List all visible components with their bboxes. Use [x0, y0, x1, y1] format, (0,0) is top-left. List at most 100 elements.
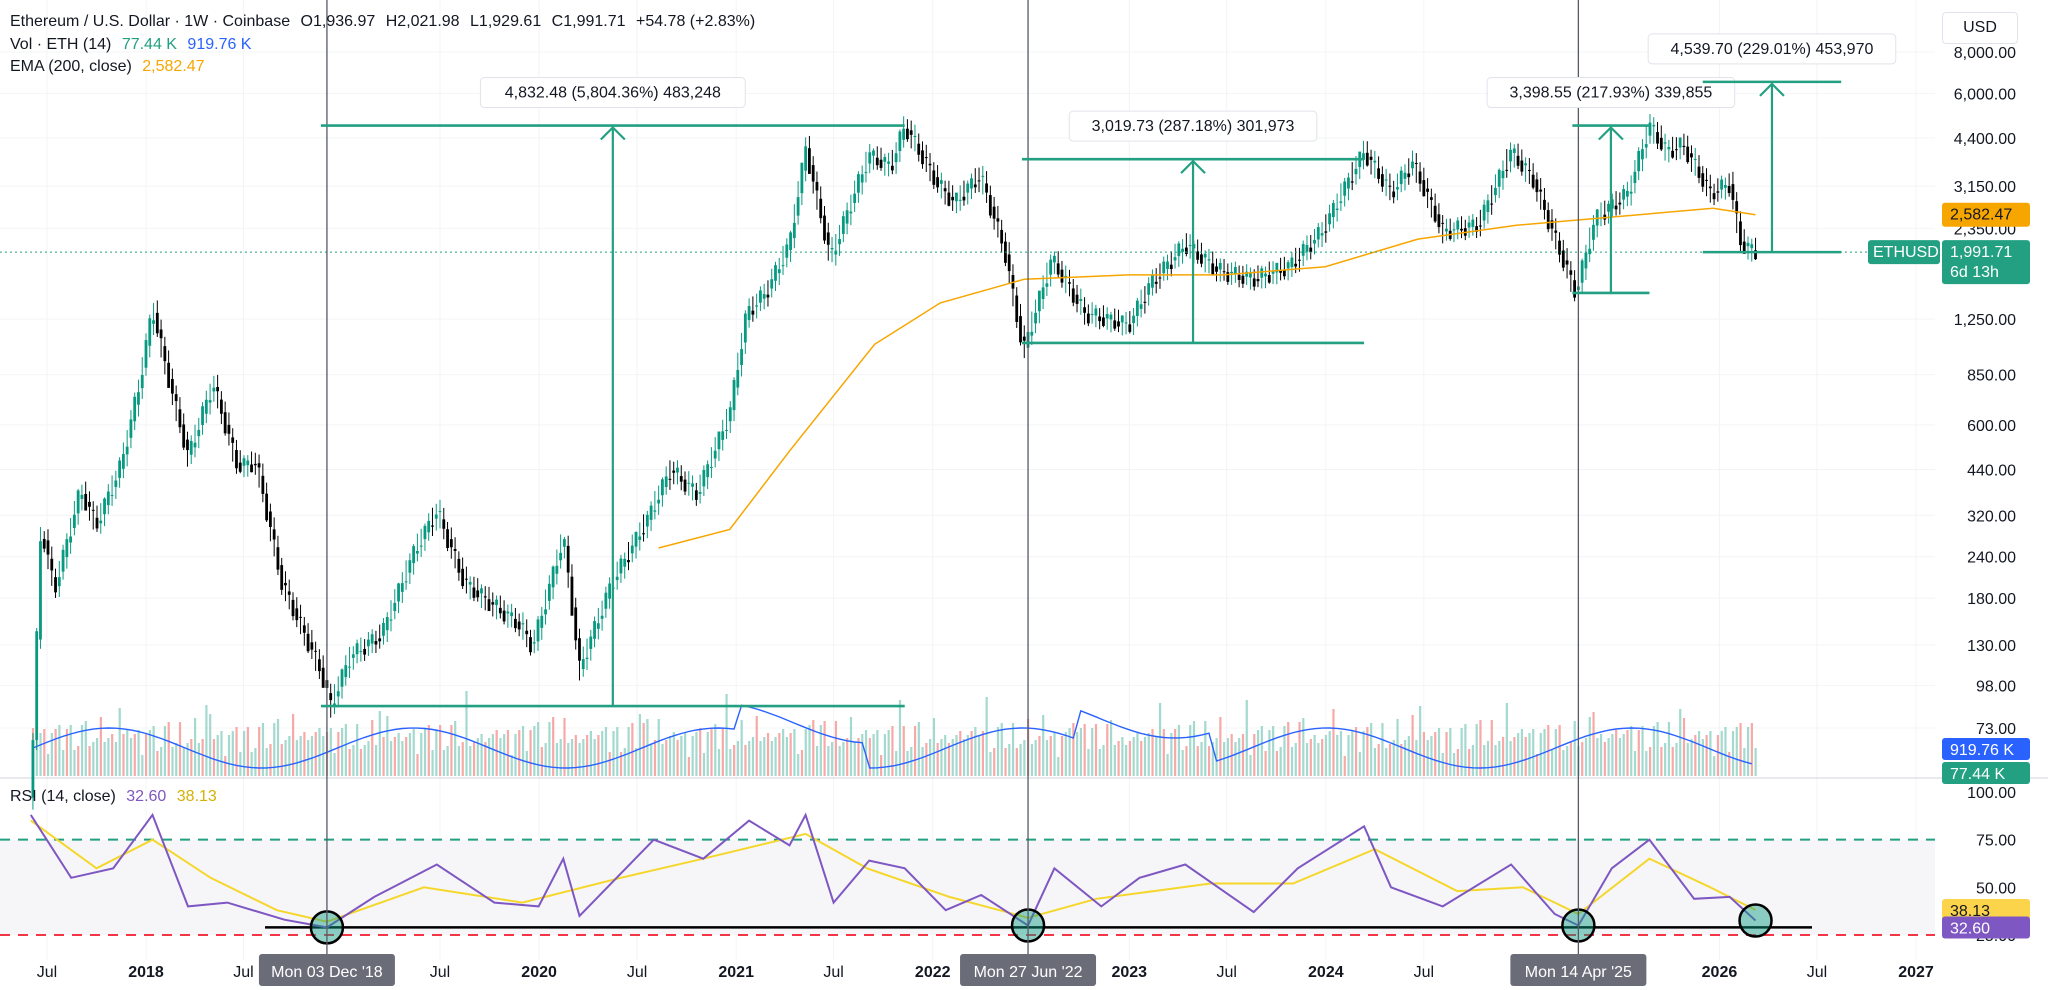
volume-price-label-box: [1942, 762, 2030, 784]
volume-bar: [684, 732, 687, 776]
candle-body: [570, 576, 574, 616]
volume-bar: [808, 725, 811, 776]
volume-bar: [427, 725, 430, 776]
volume-bar: [1132, 737, 1135, 776]
candle-body: [1184, 247, 1188, 254]
candle-body: [774, 265, 777, 281]
volume-bar: [1030, 744, 1034, 776]
candle-body: [238, 462, 242, 472]
volume-bar: [450, 725, 453, 776]
volume-bar: [883, 734, 887, 776]
candle-body: [958, 199, 962, 201]
ema-legend[interactable]: EMA (200, close) 2,582.47: [10, 58, 211, 76]
volume-bar: [160, 747, 163, 776]
measure-tool: 4,539.70 (229.01%) 453,970: [1647, 33, 1897, 254]
candle-body: [1328, 213, 1331, 225]
candle-body: [359, 651, 363, 653]
candle-body: [1429, 197, 1433, 200]
volume-bar: [50, 733, 53, 776]
volume-bar: [1679, 709, 1682, 776]
symbol-legend[interactable]: Ethereum / U.S. Dollar · 1W · Coinbase O…: [10, 13, 761, 31]
volume-bar: [838, 746, 841, 776]
volume-bar: [1415, 740, 1418, 776]
volume-bar: [1724, 727, 1727, 776]
volume-bar: [944, 735, 947, 776]
candle-body: [1731, 184, 1735, 200]
volume-bar: [401, 741, 404, 776]
volume-bar: [77, 746, 80, 776]
rsi-value: 32.60: [126, 788, 167, 805]
volume-legend[interactable]: Vol · ETH (14) 77.44 K 919.76 K: [10, 36, 257, 54]
candle-body: [302, 625, 306, 633]
candle-body: [253, 463, 257, 466]
volume-bar: [619, 752, 623, 776]
currency-button[interactable]: USD: [1942, 12, 2018, 44]
volume-bar: [1238, 738, 1241, 776]
candle-body: [182, 424, 186, 448]
volume-value: 77.44 K: [121, 36, 177, 53]
volume-bar: [1143, 737, 1147, 776]
rsi-legend[interactable]: RSI (14, close) 32.60 38.13: [10, 788, 223, 806]
candle-body: [1418, 171, 1422, 184]
volume-bar: [1377, 744, 1380, 776]
candle-body: [1154, 281, 1158, 284]
candle-body: [977, 180, 981, 182]
time-tick-label: 2026: [1702, 964, 1738, 981]
candle-body: [1505, 169, 1509, 171]
volume-bar: [1483, 745, 1486, 776]
candle-body: [529, 637, 532, 653]
candle-body: [152, 320, 155, 324]
volume-bar: [1256, 730, 1260, 776]
candle-body: [1045, 283, 1049, 287]
candle-body: [747, 305, 751, 320]
volume-bar: [1550, 750, 1554, 776]
candle-body: [502, 610, 506, 622]
candle-body: [99, 520, 103, 524]
candle-body: [1720, 179, 1724, 190]
volume-bar: [1113, 745, 1116, 776]
volume-bar: [1121, 737, 1124, 776]
volume-bar: [1637, 730, 1640, 776]
measure-tool: 3,398.55 (217.93%) 339,855: [1486, 77, 1736, 295]
volume-bar: [239, 752, 242, 776]
volume-bar: [574, 735, 577, 776]
candle-body: [1735, 201, 1739, 214]
candle-body: [280, 565, 284, 590]
candle-body: [114, 480, 118, 487]
volume-bar: [555, 743, 559, 776]
volume-bar: [318, 728, 321, 776]
volume-bar: [243, 731, 246, 776]
candle-body: [1233, 267, 1237, 274]
candle-body: [287, 591, 291, 595]
time-tick-label: Jul: [233, 964, 253, 981]
volume-bar: [853, 742, 856, 776]
volume-bar: [265, 748, 268, 776]
candle-body: [664, 476, 668, 488]
volume-bar: [1754, 748, 1757, 776]
volume-bars: [31, 691, 1757, 776]
volume-bar: [661, 744, 664, 776]
volume-bar: [932, 718, 936, 776]
volume-bar: [721, 728, 724, 776]
candle-body: [819, 198, 823, 219]
candle-body: [1143, 301, 1147, 303]
volume-bar: [1528, 733, 1531, 776]
volume-bar: [970, 731, 973, 776]
volume-bar: [793, 729, 796, 776]
volume-bar: [118, 708, 121, 776]
volume-bar: [209, 714, 212, 776]
volume-bar: [1739, 723, 1742, 776]
candle-body: [657, 499, 661, 504]
candle-body: [1629, 191, 1633, 194]
volume-bar: [1505, 703, 1508, 776]
candle-body: [981, 175, 985, 177]
candle-body: [683, 479, 687, 492]
measure-tools[interactable]: 4,832.48 (5,804.36%) 483,248 3,019.73 (28…: [320, 0, 1897, 960]
volume-bar: [137, 730, 140, 776]
candle-body: [57, 577, 61, 587]
volume-bar: [1339, 731, 1343, 776]
volume-bar: [1588, 717, 1591, 776]
volume-bar: [831, 742, 834, 776]
volume-bar: [1501, 737, 1505, 776]
candle-body: [1633, 171, 1637, 184]
